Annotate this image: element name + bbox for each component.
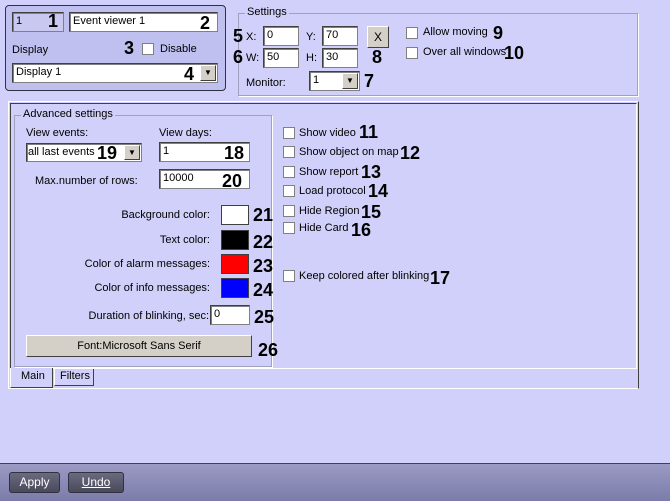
callout-5: 5 xyxy=(233,26,244,46)
allow-moving-label: Allow moving xyxy=(423,26,488,38)
tab-filters[interactable]: Filters xyxy=(54,369,94,386)
h-label: H: xyxy=(306,52,317,64)
object-name-field[interactable]: Event viewer 1 xyxy=(69,12,218,32)
over-all-windows-checkbox[interactable] xyxy=(406,47,418,59)
chevron-down-icon[interactable]: ▼ xyxy=(342,73,358,89)
undo-button[interactable]: Undo xyxy=(68,472,124,493)
monitor-select[interactable]: 1 ▼ xyxy=(309,71,360,91)
h-field[interactable]: 30 xyxy=(322,48,358,68)
object-id-field[interactable]: 1 xyxy=(12,12,64,32)
y-field[interactable]: 70 xyxy=(322,26,358,46)
x-field[interactable]: 0 xyxy=(263,26,299,46)
callout-16: 16 xyxy=(351,220,372,240)
view-events-value: all last events xyxy=(28,146,95,158)
show-video-label: Show video xyxy=(299,127,356,139)
advanced-settings-group: Advanced settings xyxy=(14,108,272,367)
callout-10: 10 xyxy=(504,43,525,63)
callout-13: 13 xyxy=(361,162,382,182)
callout-9: 9 xyxy=(493,23,504,43)
callout-24: 24 xyxy=(253,280,274,300)
blink-duration-label: Duration of blinking, sec: xyxy=(88,310,209,322)
callout-1: 1 xyxy=(48,11,59,31)
show-object-on-map-checkbox[interactable] xyxy=(283,146,295,158)
y-label: Y: xyxy=(306,31,316,43)
callout-17: 17 xyxy=(430,268,451,288)
view-days-field[interactable]: 1 xyxy=(159,142,250,162)
callout-3: 3 xyxy=(124,38,135,58)
blink-duration-field[interactable]: 0 xyxy=(210,305,250,325)
callout-11: 11 xyxy=(359,122,379,142)
callout-26: 26 xyxy=(258,340,279,360)
background-color-swatch[interactable] xyxy=(221,205,249,225)
callout-6: 6 xyxy=(233,47,244,67)
max-rows-label: Max.number of rows: xyxy=(35,175,138,187)
callout-21: 21 xyxy=(253,205,274,225)
keep-colored-label: Keep colored after blinking xyxy=(299,270,430,282)
callout-8: 8 xyxy=(372,47,383,67)
settings-group: Settings xyxy=(238,6,638,96)
keep-colored-checkbox[interactable] xyxy=(283,270,295,282)
tab-filters-label: Filters xyxy=(60,370,90,382)
show-report-checkbox[interactable] xyxy=(283,166,295,178)
load-protocol-label: Load protocol xyxy=(299,185,366,197)
callout-25: 25 xyxy=(254,307,275,327)
callout-12: 12 xyxy=(400,143,421,163)
display-select[interactable]: Display 1 ▼ xyxy=(12,63,218,83)
callout-2: 2 xyxy=(200,13,211,33)
hide-card-checkbox[interactable] xyxy=(283,222,295,234)
tab-main[interactable]: Main xyxy=(10,368,53,388)
alarm-color-label: Color of alarm messages: xyxy=(84,258,210,270)
view-days-label: View days: xyxy=(159,127,212,139)
show-report-label: Show report xyxy=(299,166,359,178)
settings-title: Settings xyxy=(245,6,289,18)
apply-button[interactable]: Apply xyxy=(9,472,60,493)
alarm-color-swatch[interactable] xyxy=(221,254,249,274)
hide-card-label: Hide Card xyxy=(299,222,349,234)
callout-15: 15 xyxy=(361,202,382,222)
w-field[interactable]: 50 xyxy=(263,48,299,68)
callout-23: 23 xyxy=(253,256,274,276)
display-value: Display 1 xyxy=(16,66,62,78)
info-color-swatch[interactable] xyxy=(221,278,249,298)
allow-moving-checkbox[interactable] xyxy=(406,27,418,39)
callout-7: 7 xyxy=(364,71,375,91)
reset-position-button[interactable]: X xyxy=(367,26,389,48)
callout-4: 4 xyxy=(184,64,195,84)
hide-region-label: Hide Region xyxy=(299,205,360,217)
monitor-label: Monitor: xyxy=(246,77,286,89)
background-color-label: Background color: xyxy=(121,209,210,221)
display-label: Display xyxy=(12,44,49,56)
info-color-label: Color of info messages: xyxy=(94,282,210,294)
disable-label: Disable xyxy=(160,43,197,55)
hide-region-checkbox[interactable] xyxy=(283,205,295,217)
callout-20: 20 xyxy=(222,171,243,191)
over-all-windows-label: Over all windows xyxy=(423,46,507,58)
callout-19: 19 xyxy=(97,143,118,163)
tab-panel xyxy=(8,101,639,389)
text-color-swatch[interactable] xyxy=(221,230,249,250)
text-color-label: Text color: xyxy=(159,234,210,246)
tab-main-label: Main xyxy=(21,370,45,382)
view-events-label: View events: xyxy=(26,127,89,139)
max-rows-field[interactable]: 10000 xyxy=(159,169,250,189)
disable-checkbox[interactable] xyxy=(142,43,154,55)
callout-18: 18 xyxy=(224,143,245,163)
tab-content-border xyxy=(10,103,637,369)
show-object-on-map-label: Show object on map xyxy=(299,146,399,158)
monitor-value: 1 xyxy=(313,74,320,86)
load-protocol-checkbox[interactable] xyxy=(283,185,295,197)
callout-22: 22 xyxy=(253,232,274,252)
show-video-checkbox[interactable] xyxy=(283,127,295,139)
callout-14: 14 xyxy=(368,181,389,201)
advanced-settings-title: Advanced settings xyxy=(21,108,115,120)
chevron-down-icon[interactable]: ▼ xyxy=(200,65,216,81)
chevron-down-icon[interactable]: ▼ xyxy=(124,145,140,160)
x-label: X: xyxy=(246,31,257,43)
font-button[interactable]: Font:Microsoft Sans Serif xyxy=(26,335,252,357)
view-events-select[interactable]: all last events ▼ xyxy=(26,143,142,162)
w-label: W: xyxy=(246,52,260,64)
